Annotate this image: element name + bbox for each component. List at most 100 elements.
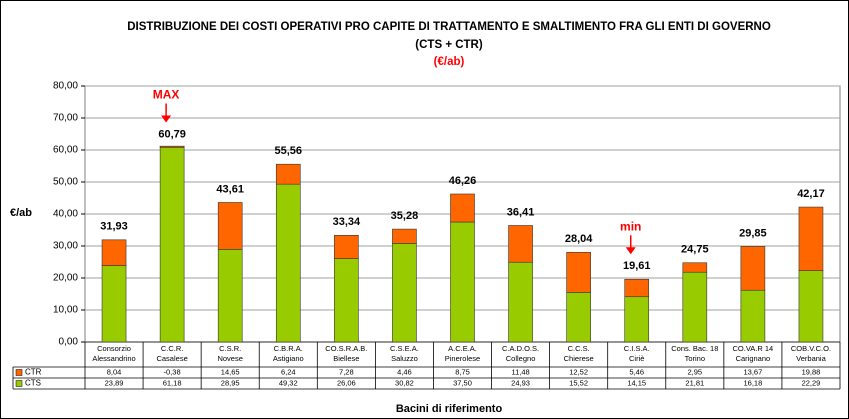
- bar-segment: [101, 265, 127, 343]
- y-tick-label: 80,00: [53, 81, 78, 92]
- annotation: MAX: [153, 88, 180, 102]
- x-tick-label: Casalese: [156, 354, 187, 363]
- table-value: 4,46: [397, 367, 412, 376]
- bar-segment: [566, 251, 591, 293]
- table-value: 11,48: [511, 367, 529, 376]
- unit-label: (€/ab): [434, 56, 465, 68]
- total-label: 43,61: [216, 183, 244, 195]
- bar-segment: [392, 243, 417, 343]
- y-tick-label: 0,00: [59, 337, 79, 348]
- bar-segment: [217, 249, 243, 343]
- table-value: 61,18: [163, 378, 182, 387]
- bar-segment: [740, 246, 766, 291]
- total-label: 35,28: [391, 210, 419, 222]
- bar-segment: [508, 225, 533, 263]
- table-value: 14,65: [221, 367, 240, 376]
- table-value: 14,15: [627, 378, 646, 387]
- total-label: 46,26: [449, 175, 477, 187]
- bar-segment: [798, 206, 824, 271]
- x-tick-label: Pinerolese: [445, 354, 480, 363]
- x-tick-label: Torino: [685, 354, 705, 363]
- x-tick-label: Chierese: [564, 354, 594, 363]
- y-tick-label: 40,00: [53, 209, 78, 220]
- table-value: 15,52: [569, 378, 588, 387]
- x-tick-label: Astigiano: [273, 354, 304, 363]
- table-value: 24,93: [511, 378, 530, 387]
- x-tick-label: Novese: [217, 354, 242, 363]
- table-value: 8,04: [107, 367, 122, 376]
- bar-segment: [275, 183, 301, 343]
- x-tick-label: C.S.R.: [219, 344, 241, 353]
- bar-segment: [392, 228, 417, 244]
- annotation: min: [620, 219, 641, 233]
- table-value: 12,52: [569, 367, 588, 376]
- total-label: 19,61: [623, 260, 651, 272]
- table-value: 8,75: [455, 367, 470, 376]
- table-value: 21,81: [685, 378, 704, 387]
- x-tick-label: C.I.S.A.: [624, 344, 650, 353]
- bar-segment: [624, 296, 650, 343]
- annotation-arrowhead: [625, 247, 636, 255]
- total-label: 36,41: [507, 206, 535, 218]
- table-value: 2,95: [688, 367, 703, 376]
- total-label: 29,85: [739, 227, 767, 239]
- bar-segment: [624, 278, 650, 298]
- bar-segment: [682, 262, 708, 273]
- x-tick-label: Saluzzo: [391, 354, 418, 363]
- bar-segment: [101, 239, 127, 266]
- legend-swatch: [15, 380, 23, 387]
- x-tick-label: Cons. Bac. 18: [671, 344, 718, 353]
- x-tick-label: Ciriè: [629, 354, 644, 363]
- x-tick-label: C.A.D.O.S.: [502, 344, 539, 353]
- table-value: 26,06: [337, 378, 356, 387]
- x-tick-label: C.C.S.: [568, 344, 590, 353]
- x-axis-label: Bacini di riferimento: [396, 403, 503, 415]
- bar-segment: [798, 270, 824, 343]
- x-tick-label: Alessandrino: [92, 354, 135, 363]
- bar-segment: [508, 261, 533, 343]
- bar-segment: [450, 221, 475, 343]
- total-label: 60,79: [158, 128, 186, 140]
- bar-segment: [275, 163, 301, 185]
- table-value: 13,67: [743, 367, 762, 376]
- table-value: 5,46: [629, 367, 644, 376]
- table-value: 30,82: [395, 378, 414, 387]
- x-tick-label: CO.VA.R 14: [733, 344, 774, 353]
- legend-label: CTS: [25, 379, 41, 388]
- x-tick-label: C.C.R.: [161, 344, 184, 353]
- table-value: 7,28: [339, 367, 354, 376]
- total-label: 33,34: [333, 216, 361, 228]
- x-tick-label: Biellese: [333, 354, 359, 363]
- bar-segment: [217, 202, 243, 250]
- y-axis-label: €/ab: [10, 207, 32, 219]
- x-tick-label: Carignano: [736, 354, 771, 363]
- y-tick-label: 10,00: [53, 305, 78, 316]
- bar-segment: [159, 145, 185, 148]
- y-tick-label: 20,00: [53, 273, 78, 284]
- table-value: 22,29: [802, 378, 821, 387]
- x-tick-label: C.S.E.A.: [390, 344, 419, 353]
- y-tick-label: 50,00: [53, 177, 78, 188]
- bar-segment: [566, 292, 591, 343]
- x-tick-label: Collegno: [506, 354, 536, 363]
- chart-subtitle: (CTS + CTR): [415, 39, 483, 51]
- table-value: 16,18: [743, 378, 762, 387]
- bar-segment: [682, 271, 708, 343]
- x-tick-label: C.B.R.A.: [274, 344, 303, 353]
- legend-label: CTR: [25, 368, 42, 377]
- bar-segment: [159, 145, 185, 343]
- table-value: 37,50: [453, 378, 472, 387]
- chart-title: DISTRIBUZIONE DEI COSTI OPERATIVI PRO CA…: [127, 21, 771, 33]
- total-label: 28,04: [565, 233, 593, 245]
- total-label: 24,75: [681, 244, 709, 256]
- x-tick-label: Consorzio: [97, 344, 131, 353]
- total-label: 55,56: [275, 145, 303, 157]
- total-label: 42,17: [797, 188, 825, 200]
- y-tick-label: 70,00: [53, 113, 78, 124]
- total-label: 31,93: [100, 221, 128, 233]
- table-value: 6,24: [281, 367, 296, 376]
- bar-segment: [450, 193, 475, 223]
- x-tick-label: CO.S.R.A.B.: [325, 344, 367, 353]
- x-tick-label: COB.V.C.O.: [791, 344, 831, 353]
